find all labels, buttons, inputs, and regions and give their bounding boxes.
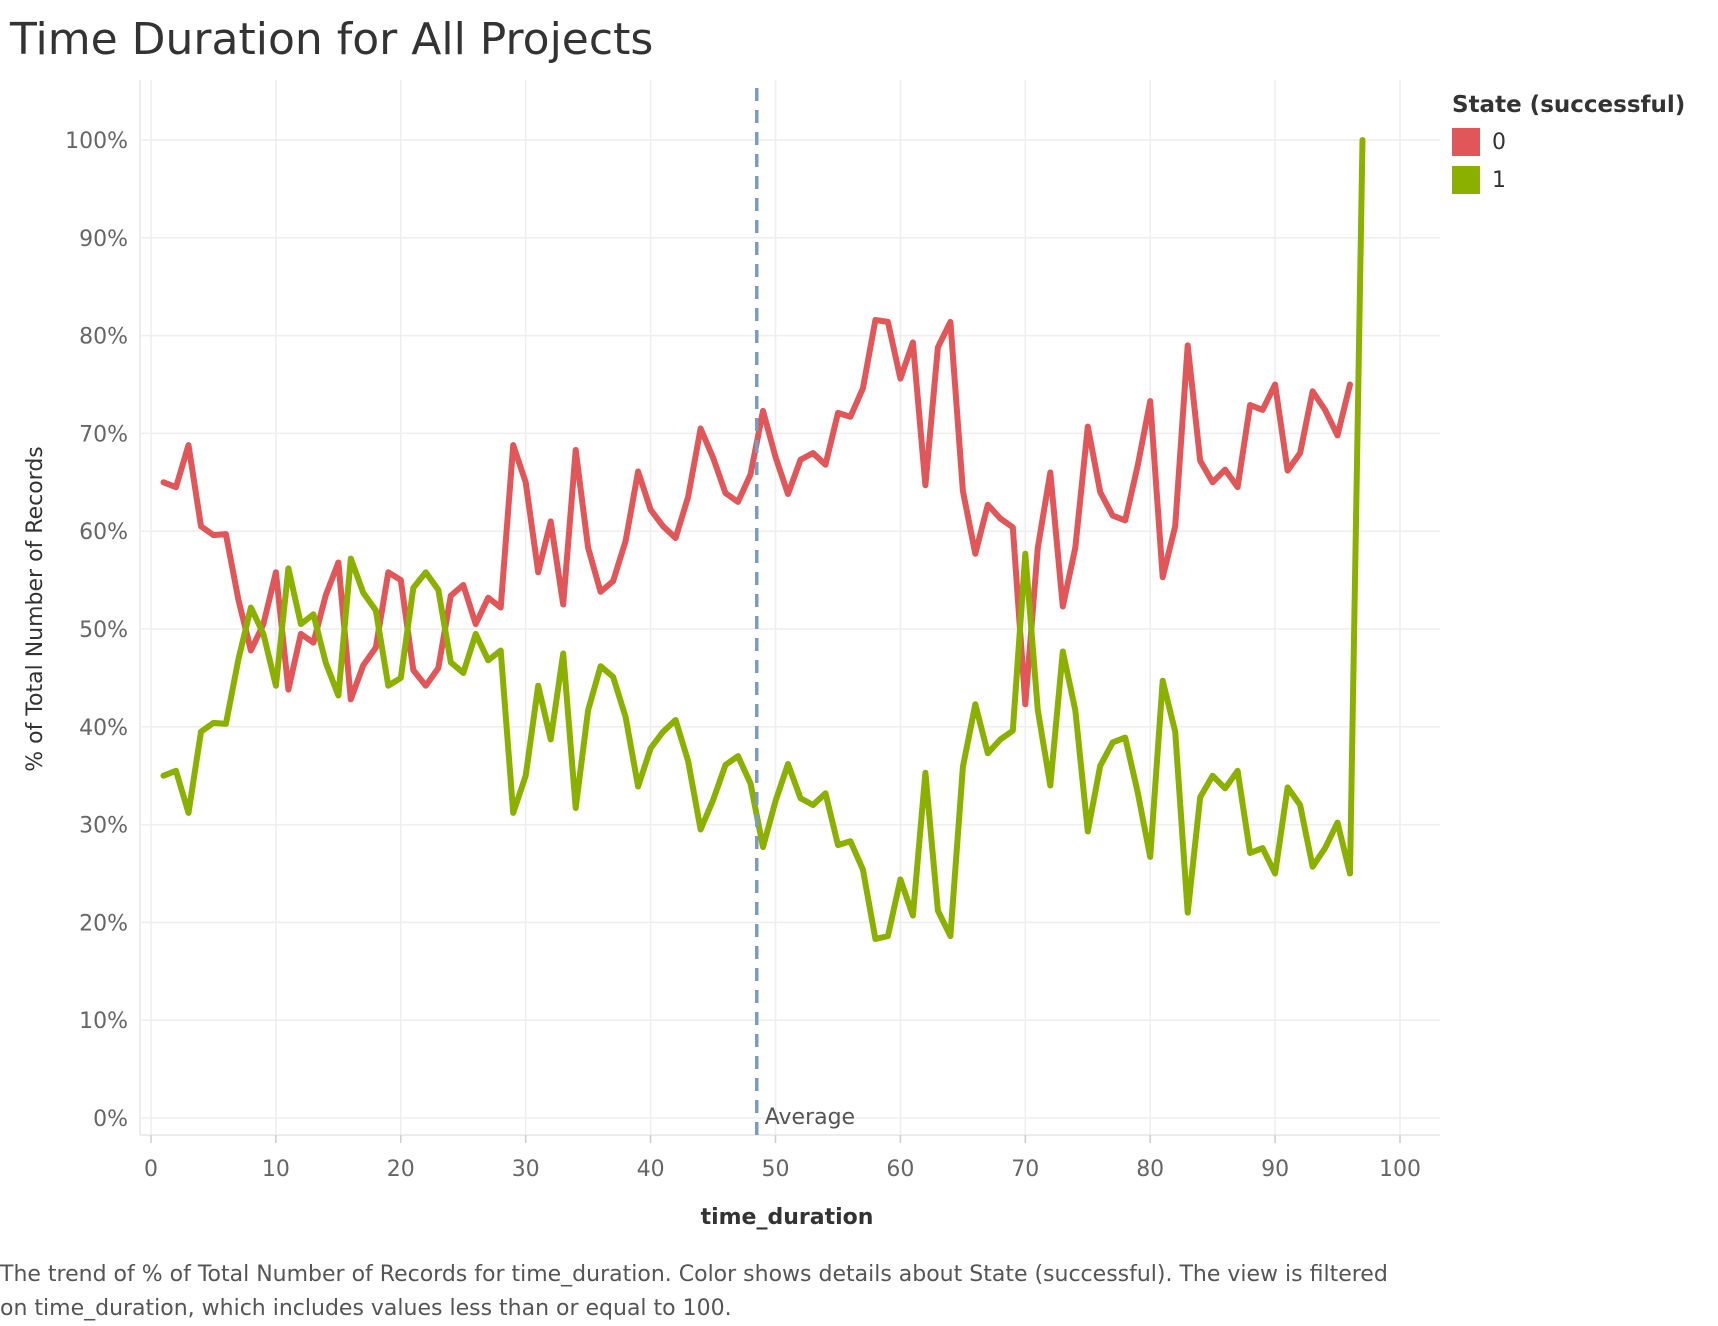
- x-tick-label: 60: [886, 1157, 914, 1182]
- y-tick-label: 20%: [79, 911, 128, 936]
- y-tick-label: 0%: [93, 1107, 128, 1132]
- y-tick-label: 80%: [79, 325, 128, 350]
- legend-label-0: 0: [1492, 129, 1506, 155]
- y-tick-label: 30%: [79, 814, 128, 839]
- legend-title: State (successful): [1452, 92, 1686, 118]
- y-axis-title: % of Total Number of Records: [23, 446, 48, 772]
- x-tick-label: 30: [512, 1157, 540, 1182]
- legend: State (successful) 0 1: [1452, 92, 1685, 194]
- x-tick-label: 10: [262, 1157, 290, 1182]
- x-tick-label: 90: [1261, 1157, 1289, 1182]
- y-tick-label: 90%: [79, 227, 128, 252]
- chart-title: Time Duration for All Projects: [10, 14, 654, 65]
- x-tick-label: 70: [1011, 1157, 1039, 1182]
- legend-swatch-0: [1452, 128, 1480, 156]
- x-tick-label: 100: [1379, 1157, 1421, 1182]
- legend-item-0[interactable]: 0: [1452, 128, 1685, 156]
- y-tick-label: 60%: [79, 520, 128, 545]
- x-tick-label: 50: [762, 1157, 790, 1182]
- series-lines: [160, 137, 1366, 942]
- average-label: Average: [765, 1105, 855, 1130]
- legend-label-1: 1: [1492, 167, 1506, 193]
- average-reference-line: Average: [755, 88, 855, 1135]
- x-tick-label: 80: [1136, 1157, 1164, 1182]
- x-tick-label: 40: [637, 1157, 665, 1182]
- gridlines: [139, 80, 1440, 1143]
- x-axis-title: time_duration: [701, 1205, 874, 1230]
- line-chart: 0% 10% 20% 30% 40% 50% 60% 70% 80% 90% 100% 0 10 20 30…: [23, 80, 1440, 1230]
- y-tick-label: 70%: [79, 422, 128, 447]
- x-tick-label: 20: [387, 1157, 415, 1182]
- axis-ticks: 0% 10% 20% 30% 40% 50% 60% 70% 80% 90% 100% 0 10 20 30…: [65, 129, 1421, 1182]
- series-line-1[interactable]: [160, 137, 1366, 942]
- y-tick-label: 40%: [79, 716, 128, 741]
- chart-caption: The trend of % of Total Number of Record…: [0, 1262, 1388, 1321]
- y-tick-label: 50%: [79, 618, 128, 643]
- y-tick-label: 100%: [65, 129, 128, 154]
- x-tick-label: 0: [144, 1157, 158, 1182]
- legend-swatch-1: [1452, 166, 1480, 194]
- y-tick-label: 10%: [79, 1009, 128, 1034]
- legend-item-1[interactable]: 1: [1452, 166, 1685, 194]
